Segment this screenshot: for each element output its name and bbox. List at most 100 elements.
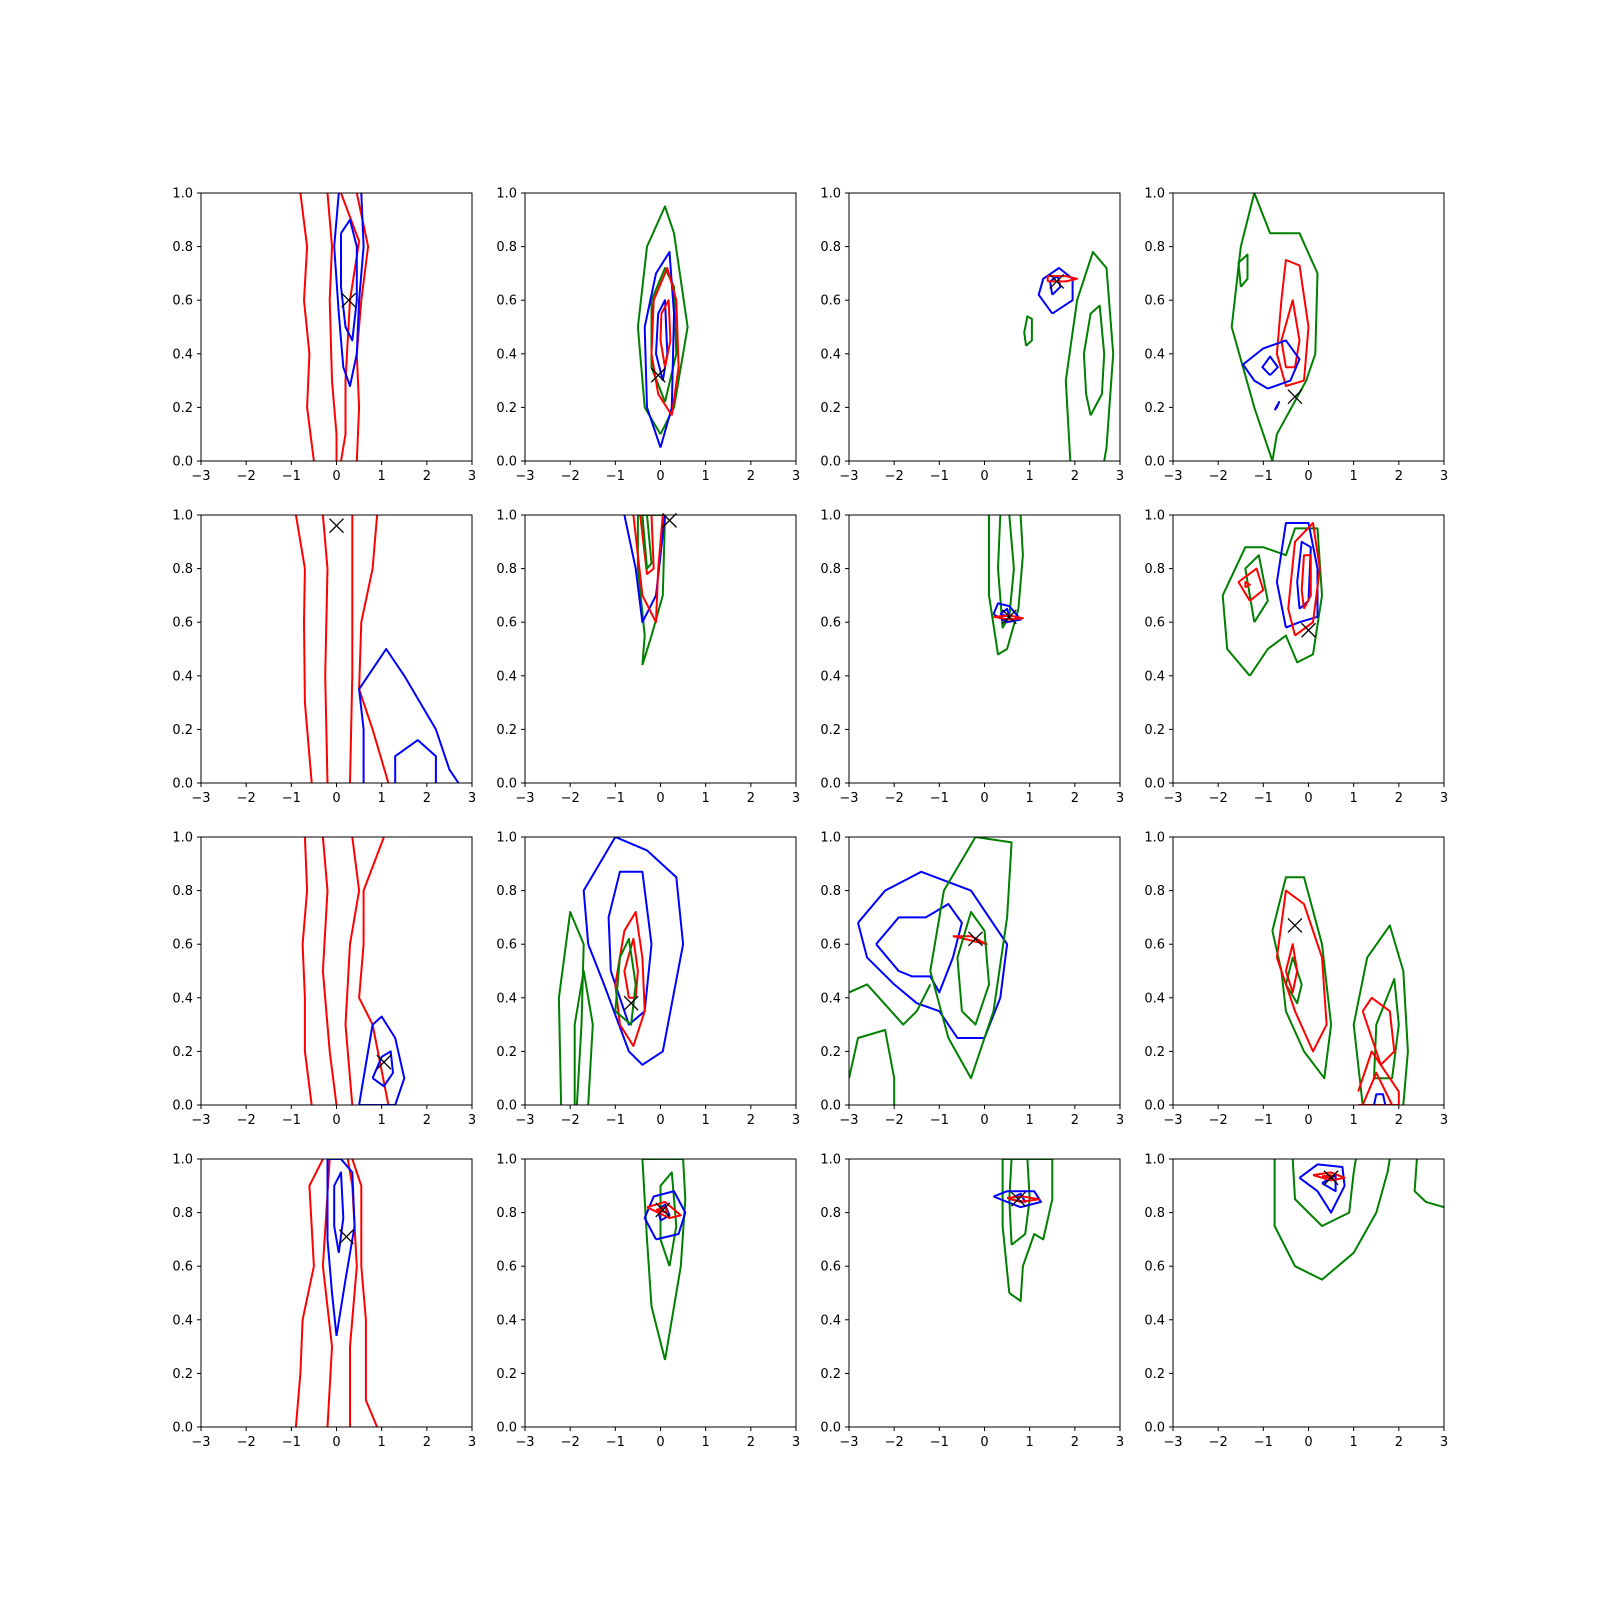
red-contour-line [346,1159,358,1427]
x-tick-label: −3 [515,1435,534,1450]
x-tick-label: 3 [1116,791,1124,806]
subplot-4-4: −3 −2 −1 0 1 2 3 0.0 0.2 0.4 0.6 0.8 1.0 [1144,1153,1448,1451]
x-tick-label: 1 [378,1113,386,1128]
y-tick-label: 1.0 [172,1153,193,1168]
x-tick-label: −3 [839,791,858,806]
y-tick-label: 0.6 [820,938,841,953]
x-tick-label: 3 [792,469,800,484]
x-tick-label: −2 [237,791,256,806]
y-tick-label: 0.2 [172,723,193,738]
subplot-3-4: −3 −2 −1 0 1 2 3 0.0 0.2 0.4 0.6 0.8 1.0 [1144,831,1448,1129]
x-tick-label: 1 [1026,469,1034,484]
blue-contour-line [333,193,365,387]
x-tick-label: 1 [1026,1435,1034,1450]
axes-frame [848,836,1121,1106]
green-contour-line [1273,1159,1391,1281]
y-tick-label: 0.2 [1144,1045,1165,1060]
green-contour-line [659,1171,678,1267]
green-contour-line [1244,554,1269,623]
x-tick-label: 1 [1026,1113,1034,1128]
y-tick-label: 0.2 [820,723,841,738]
y-tick-label: 0.6 [1144,1260,1165,1275]
x-tick-label: 0 [1304,1435,1312,1450]
x-tick-label: −3 [191,1113,210,1128]
blue-contour-line [1261,355,1279,376]
red-contour-line [1275,889,1328,1053]
x-tick-label: 2 [1071,469,1079,484]
x-tick-label: −3 [839,469,858,484]
green-contour-line [1221,527,1323,677]
y-tick-label: 0.0 [820,1421,841,1436]
y-tick-label: 0.8 [1144,884,1165,899]
x-marker [1001,609,1017,625]
y-tick-label: 0.0 [496,777,517,792]
x-tick-label: −3 [839,1113,858,1128]
y-tick-label: 0.8 [496,1206,517,1221]
green-contour-line [929,837,1013,1080]
y-tick-label: 1.0 [496,831,517,846]
x-tick-label: −2 [885,1435,904,1450]
blue-contour-line [643,1190,687,1241]
x-tick-label: −2 [237,1435,256,1450]
x-tick-label: −3 [839,1435,858,1450]
contour-group [1023,251,1115,461]
y-tick-label: 1.0 [820,187,841,202]
x-tick-label: −2 [561,469,580,484]
x-marker [662,512,677,528]
x-tick-label: −2 [1209,469,1228,484]
x-tick-label: −1 [606,791,625,806]
red-contour-line [952,935,988,946]
y-tick-label: 1.0 [496,509,517,524]
contour-group [849,837,1013,1105]
y-tick-label: 0.2 [496,401,517,416]
axes-frame [200,514,473,784]
y-tick-label: 0.8 [1144,562,1165,577]
x-tick-label: −1 [930,1435,949,1450]
green-contour-line [849,1029,896,1105]
y-tick-label: 0.2 [820,401,841,416]
x-tick-label: −1 [606,1435,625,1450]
x-tick-label: 3 [792,1113,800,1128]
y-tick-label: 0.0 [172,1099,193,1114]
subplot-2-1: −3 −2 −1 0 1 2 3 0.0 0.2 0.4 0.6 0.8 1.0 [172,509,476,807]
y-tick-label: 0.2 [172,1045,193,1060]
blue-contour-line [358,648,460,783]
y-tick-label: 0.2 [1144,1367,1165,1382]
y-tick-label: 0.6 [1144,294,1165,309]
blue-contour-line [1273,401,1281,411]
red-contour-line [294,1159,324,1427]
y-tick-label: 0.2 [172,1367,193,1382]
subplot-1-2: −3 −2 −1 0 1 2 3 0.0 0.2 0.4 0.6 0.8 1.0 [496,187,800,485]
red-contour-line [1237,567,1265,602]
subplot-1-3: −3 −2 −1 0 1 2 3 0.0 0.2 0.4 0.6 0.8 1.0 [820,187,1124,485]
y-tick-label: 0.2 [496,1367,517,1382]
x-tick-label: 3 [468,469,476,484]
x-tick-label: −1 [1254,1113,1273,1128]
red-contour-line [659,299,672,368]
blue-contour-line [582,837,685,1066]
blue-contour-line [1298,1163,1346,1214]
blue-contour-line [993,1190,1042,1209]
x-tick-label: 2 [1395,469,1403,484]
x-tick-label: −3 [1163,469,1182,484]
x-tick-label: −2 [237,469,256,484]
x-tick-label: −1 [606,469,625,484]
green-contour-line [1352,924,1409,1105]
x-tick-label: −2 [885,791,904,806]
axes-frame [848,192,1121,462]
x-marker [1301,622,1316,638]
x-tick-label: −1 [930,1113,949,1128]
x-tick-label: 1 [378,1435,386,1450]
green-contour-line [1023,315,1033,347]
y-tick-label: 1.0 [496,187,517,202]
x-tick-label: 0 [980,1113,988,1128]
red-contour-line [321,1159,333,1427]
x-tick-label: 0 [656,469,664,484]
y-tick-label: 0.4 [820,1313,841,1328]
subplot-4-3: −3 −2 −1 0 1 2 3 0.0 0.2 0.4 0.6 0.8 1.0 [820,1153,1124,1451]
x-tick-label: −2 [1209,1113,1228,1128]
y-tick-label: 0.2 [820,1045,841,1060]
x-marker [1049,273,1065,289]
x-tick-label: 1 [378,791,386,806]
x-tick-label: −3 [1163,791,1182,806]
